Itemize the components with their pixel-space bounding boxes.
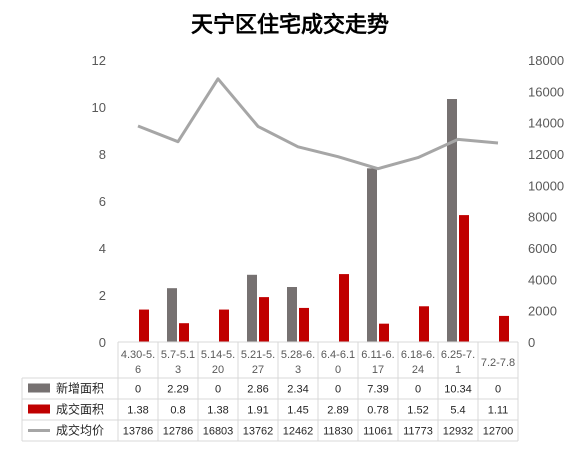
data-label: 2.89 — [327, 405, 348, 417]
data-label: 0 — [415, 384, 421, 396]
data-label: 1.91 — [247, 405, 268, 417]
y-right-tick-label: 12000 — [528, 147, 564, 162]
deal-area-bar — [139, 309, 149, 342]
data-label: 12700 — [483, 426, 514, 438]
deal-area-bar — [459, 215, 469, 342]
new-area-bar — [287, 287, 297, 342]
x-tick-label: 6 — [135, 364, 141, 376]
data-label: 12932 — [443, 426, 474, 438]
deal-area-bar — [179, 323, 189, 342]
x-tick-label: 6.25-7. — [441, 349, 475, 361]
y-right-tick-label: 14000 — [528, 116, 564, 131]
data-label: 0 — [495, 384, 501, 396]
x-tick-label: 6.4-6.1 — [321, 349, 355, 361]
x-tick-label: 5.28-6. — [281, 349, 315, 361]
new-area-bar — [247, 274, 257, 342]
data-label: 12462 — [283, 426, 314, 438]
data-label: 0 — [335, 384, 341, 396]
y-left-tick-label: 6 — [99, 194, 106, 209]
new-area-bar — [167, 288, 177, 342]
chart-title: 天宁区住宅成交走势 — [191, 12, 389, 38]
x-tick-label: 5.7-5.1 — [161, 349, 195, 361]
data-label: 7.39 — [367, 384, 388, 396]
x-tick-label: 5.21-5. — [241, 349, 275, 361]
x-tick-label: 7.2-7.8 — [481, 357, 515, 369]
data-label: 12786 — [163, 426, 194, 438]
y-right-tick-label: 10000 — [528, 178, 564, 193]
y-left-tick-label: 0 — [99, 335, 106, 350]
data-label: 1.11 — [488, 405, 509, 417]
x-tick-label: 3 — [295, 364, 301, 376]
deal-area-bar — [499, 315, 509, 342]
data-label: 5.4 — [450, 405, 465, 417]
x-tick-label: 17 — [372, 364, 384, 376]
x-tick-label: 4.30-5. — [121, 349, 155, 361]
deal-area-bar — [379, 323, 389, 342]
y-right-tick-label: 8000 — [528, 210, 557, 225]
data-label: 1.38 — [207, 405, 228, 417]
data-label: 0 — [215, 384, 221, 396]
axes: 0 2 4 6 8 10 12 0 2000 4000 6000 8000 10000 12000 1400… — [92, 53, 565, 350]
data-label: 1.52 — [407, 405, 428, 417]
x-tick-label: 0 — [335, 364, 341, 376]
x-tick-label: 24 — [412, 364, 424, 376]
data-label: 13762 — [243, 426, 274, 438]
y-left-tick-label: 12 — [92, 53, 106, 68]
deal-area-bar — [299, 307, 309, 342]
deal-area-bar — [419, 306, 429, 342]
x-tick-label: 20 — [212, 364, 224, 376]
data-label: 0 — [135, 384, 141, 396]
deal-area-bar — [219, 309, 229, 342]
x-tick-label: 5.14-5. — [201, 349, 235, 361]
x-tick-label: 6.18-6. — [401, 349, 435, 361]
data-label: 2.86 — [247, 384, 268, 396]
data-label: 13786 — [123, 426, 154, 438]
y-right-tick-label: 16000 — [528, 84, 564, 99]
x-tick-label: 6.11-6. — [361, 349, 394, 361]
data-label: 11773 — [403, 426, 433, 438]
data-label: 1.45 — [287, 405, 308, 417]
legend-key — [28, 383, 50, 393]
bars — [139, 99, 509, 342]
y-right-tick-label: 2000 — [528, 304, 557, 319]
data-label: 1.38 — [127, 405, 148, 417]
new-area-bar — [367, 168, 377, 342]
data-label: 11830 — [323, 426, 353, 438]
data-label: 0.8 — [170, 405, 185, 417]
price-line-path — [137, 77, 499, 171]
x-tick-label: 1 — [455, 364, 461, 376]
y-left-tick-label: 2 — [99, 288, 106, 303]
data-table: 4.30-5. 6 5.7-5.1 3 5.14-5. 20 5.21-5. 27 5.28-6… — [21, 341, 519, 442]
price-line — [137, 77, 499, 171]
deal-area-bar — [339, 274, 349, 342]
y-left-tick-label: 10 — [92, 100, 106, 115]
x-tick-label: 3 — [175, 364, 181, 376]
data-label: 16803 — [203, 426, 234, 438]
y-right-tick-label: 4000 — [528, 272, 557, 287]
new-area-bar — [447, 99, 457, 342]
y-left-tick-label: 4 — [99, 241, 106, 256]
deal-area-bar — [259, 297, 269, 342]
data-label: 2.29 — [167, 384, 188, 396]
legend-key — [28, 404, 50, 414]
y-left-tick-label: 8 — [99, 147, 106, 162]
legend-label: 新增面积 — [56, 381, 104, 396]
data-label: 11061 — [363, 426, 393, 438]
data-label: 2.34 — [287, 384, 308, 396]
y-right-tick-label: 0 — [528, 335, 535, 350]
x-tick-label: 27 — [252, 364, 264, 376]
legend-label: 成交面积 — [56, 402, 104, 417]
legend-label: 成交均价 — [56, 423, 104, 438]
data-label: 0.78 — [367, 405, 388, 417]
y-right-tick-label: 18000 — [528, 53, 564, 68]
y-right-tick-label: 6000 — [528, 241, 557, 256]
data-label: 10.34 — [444, 384, 472, 396]
